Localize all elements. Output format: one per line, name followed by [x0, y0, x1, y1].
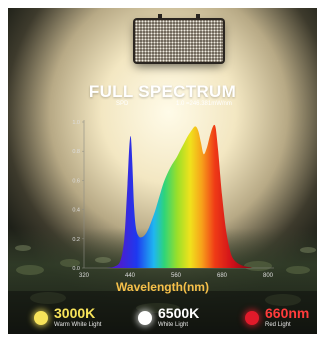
- white-dot: [138, 311, 152, 325]
- spectrum-chart: 0.0 0.2 0.4 0.6 0.8 1.0 320 440 560 680 800: [72, 120, 274, 279]
- scale-note: 1.0 =246.381mW/nm: [176, 101, 232, 107]
- legend-white-sub: White Light: [158, 322, 189, 328]
- legend-white-label: 6500K: [158, 305, 200, 321]
- legend-warm-white-sub: Warm White Light: [54, 322, 102, 328]
- product-image: FULL SPECTRUM SPD 1.0 =246.381mW/nm 0.0 0…: [8, 8, 317, 334]
- x-axis-label: Wavelength(nm): [116, 280, 209, 294]
- y-tick-label: 0.8: [72, 149, 80, 155]
- legend-warm-white-label: 3000K: [54, 305, 96, 321]
- lamp-bracket-right: [196, 14, 200, 24]
- chart-title: FULL SPECTRUM: [88, 82, 237, 101]
- spectrum-area: [107, 124, 253, 268]
- y-tick-label: 0.6: [72, 178, 80, 184]
- x-tick-label: 560: [171, 273, 182, 279]
- y-tick-label: 1.0: [72, 120, 80, 126]
- x-tick-label: 440: [125, 273, 136, 279]
- legend-red-sub: Red Light: [265, 322, 291, 328]
- x-tick-label: 680: [217, 273, 228, 279]
- x-tick-label: 320: [79, 273, 90, 279]
- y-tick-label: 0.0: [72, 266, 80, 272]
- legend-red-label: 660nm: [265, 305, 310, 321]
- lamp-bracket-left: [158, 14, 162, 24]
- background-scene: [8, 8, 317, 334]
- warm-white-dot: [34, 311, 48, 325]
- y-tick-label: 0.4: [72, 208, 80, 214]
- led-grow-light-panel: [135, 20, 223, 62]
- spd-label: SPD: [116, 101, 129, 107]
- y-tick-label: 0.2: [72, 237, 80, 243]
- x-tick-label: 800: [263, 273, 274, 279]
- red-dot: [245, 311, 259, 325]
